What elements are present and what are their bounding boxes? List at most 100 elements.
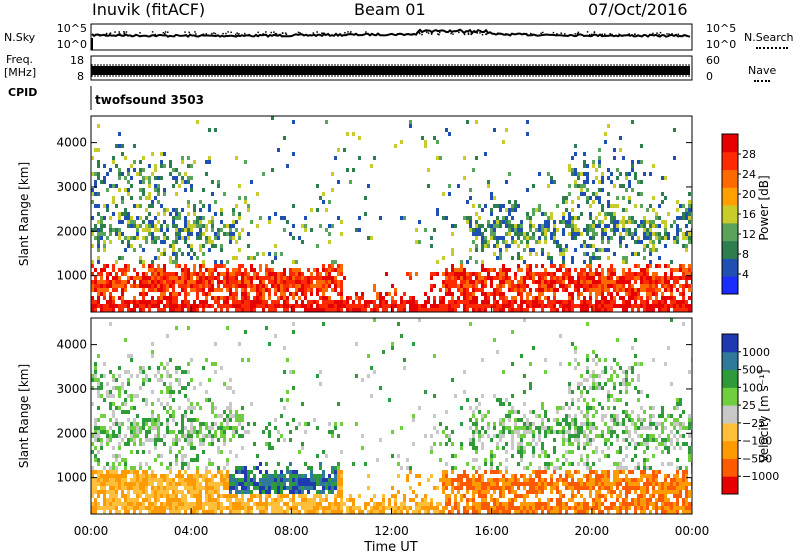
power-cell [325,300,328,304]
power-cell [613,284,616,288]
velocity-cell [193,502,196,506]
velocity-cell [487,410,490,414]
power-cell [322,284,325,288]
power-cell [496,220,499,224]
power-cell [331,188,334,192]
power-cell [235,292,238,296]
power-cell [541,276,544,280]
power-cell [655,284,658,288]
power-cell [637,224,640,228]
velocity-cell [304,506,307,510]
power-cell [517,236,520,240]
power-cell [208,272,211,276]
velocity-cell [217,426,220,430]
velocity-cell [118,454,121,458]
power-cell [685,284,688,288]
power-cell [316,272,319,276]
power-cell [202,232,205,236]
velocity-cell [187,362,190,366]
velocity-cell [277,482,280,486]
power-cell [247,284,250,288]
velocity-cell [256,494,259,498]
power-cell [247,296,250,300]
power-cell [415,308,418,312]
power-cell [517,252,520,256]
power-cell [613,296,616,300]
power-cell [571,156,574,160]
velocity-cell [217,466,220,470]
power-cell [118,232,121,236]
power-cell [97,240,100,244]
velocity-cell [499,422,502,426]
velocity-cell [235,466,238,470]
power-cell [442,300,445,304]
power-cell [208,156,211,160]
power-cell [157,184,160,188]
power-cell [502,296,505,300]
power-cell [601,232,604,236]
power-cell [184,240,187,244]
power-cell [487,244,490,248]
velocity-cell [121,482,124,486]
power-cell [169,256,172,260]
power-cell [673,268,676,272]
power-cell [589,300,592,304]
power-cell [505,180,508,184]
power-cell [544,296,547,300]
power-cell [241,280,244,284]
velocity-cell [469,438,472,442]
power-cell [274,292,277,296]
velocity-cell [115,406,118,410]
power-cell [634,276,637,280]
power-cell [532,280,535,284]
velocity-cell [178,430,181,434]
velocity-cell [334,502,337,506]
power-cell [472,228,475,232]
nsearch-point [334,33,337,35]
velocity-cell [259,502,262,506]
velocity-cell [202,434,205,438]
velocity-cell [427,478,430,482]
velocity-cell [106,438,109,442]
velocity-cell [298,482,301,486]
power-cell [658,204,661,208]
velocity-cell [292,490,295,494]
nsearch-noise-dots [91,31,680,50]
velocity-cell [301,490,304,494]
power-cell [496,256,499,260]
velocity-cell [274,486,277,490]
power-cell [490,284,493,288]
power-cell [244,160,247,164]
power-cell [682,308,685,312]
nsearch-point [438,31,441,34]
power-cell [181,236,184,240]
power-cell [325,280,328,284]
power-cell [160,164,163,168]
velocity-cell [214,430,217,434]
power-cell [547,256,550,260]
power-cell [148,204,151,208]
power-cell [178,236,181,240]
velocity-cell [148,418,151,422]
power-cell [637,276,640,280]
nsearch-point [274,32,277,35]
power-cell [151,224,154,228]
velocity-cell [274,474,277,478]
velocity-cell [292,474,295,478]
power-cell [634,232,637,236]
velocity-cell [178,438,181,442]
velocity-cell [100,446,103,450]
power-cell [136,276,139,280]
power-cell [436,308,439,312]
nsearch-point [222,32,224,35]
power-cell [94,172,97,176]
velocity-cell [511,506,514,510]
power-cell [241,264,244,268]
velocity-cell [205,502,208,506]
velocity-cell [112,414,115,418]
velocity-cell [154,442,157,446]
power-cell [208,208,211,212]
power-cell [580,308,583,312]
velocity-cell [133,426,136,430]
velocity-cell [145,470,148,474]
